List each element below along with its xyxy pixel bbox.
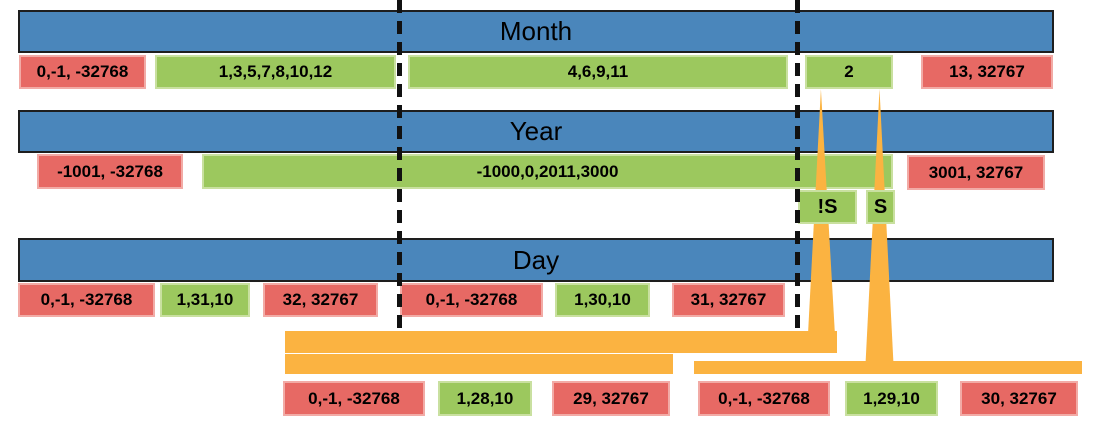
- year-invalid-high: 3001, 32767: [907, 155, 1045, 190]
- year-valid: -1000,0,2011,3000: [202, 154, 893, 189]
- month-valid-30day: 4,6,9,11: [408, 55, 788, 89]
- nonleap-year-box: !S: [798, 190, 857, 224]
- month-valid-31day: 1,3,5,7,8,10,12: [155, 55, 396, 89]
- day-30month-valid: 1,30,10: [555, 283, 650, 317]
- boundary-dashed-line-left: [397, 0, 402, 331]
- year-bar: Year: [18, 110, 1054, 153]
- leap-channel-bar: [694, 361, 1082, 374]
- day-31month-valid: 1,31,10: [160, 283, 250, 317]
- year-invalid-low: -1001, -32768: [37, 154, 183, 189]
- month-bar: Month: [18, 10, 1054, 53]
- feb-nonleap-invalid-low: 0,-1, -32768: [283, 381, 425, 416]
- feb-nonleap-invalid-high: 29, 32767: [552, 381, 670, 416]
- month-title: Month: [499, 16, 573, 46]
- feb-leap-valid: 1,29,10: [845, 381, 938, 416]
- boundary-dashed-line-right: [795, 0, 800, 331]
- month-valid-february: 2: [805, 55, 893, 89]
- nonleap-channel-underbar: [285, 354, 673, 374]
- feb-leap-invalid-low: 0,-1, -32768: [698, 381, 830, 416]
- leap-year-box: S: [866, 190, 895, 224]
- year-title: Year: [509, 116, 563, 146]
- nonleap-channel-bar: [285, 331, 837, 353]
- month-invalid-low: 0,-1, -32768: [19, 55, 146, 89]
- feb-leap-invalid-high: 30, 32767: [960, 381, 1078, 416]
- day-30month-invalid-low: 0,-1, -32768: [400, 283, 543, 317]
- day-30month-invalid-high: 31, 32767: [672, 283, 785, 317]
- feb-nonleap-valid: 1,28,10: [438, 381, 532, 416]
- month-invalid-high: 13, 32767: [921, 55, 1053, 89]
- day-bar: Day: [18, 238, 1054, 282]
- day-31month-invalid-high: 32, 32767: [263, 283, 378, 317]
- day-31month-invalid-low: 0,-1, -32768: [18, 283, 155, 317]
- day-title: Day: [512, 244, 560, 275]
